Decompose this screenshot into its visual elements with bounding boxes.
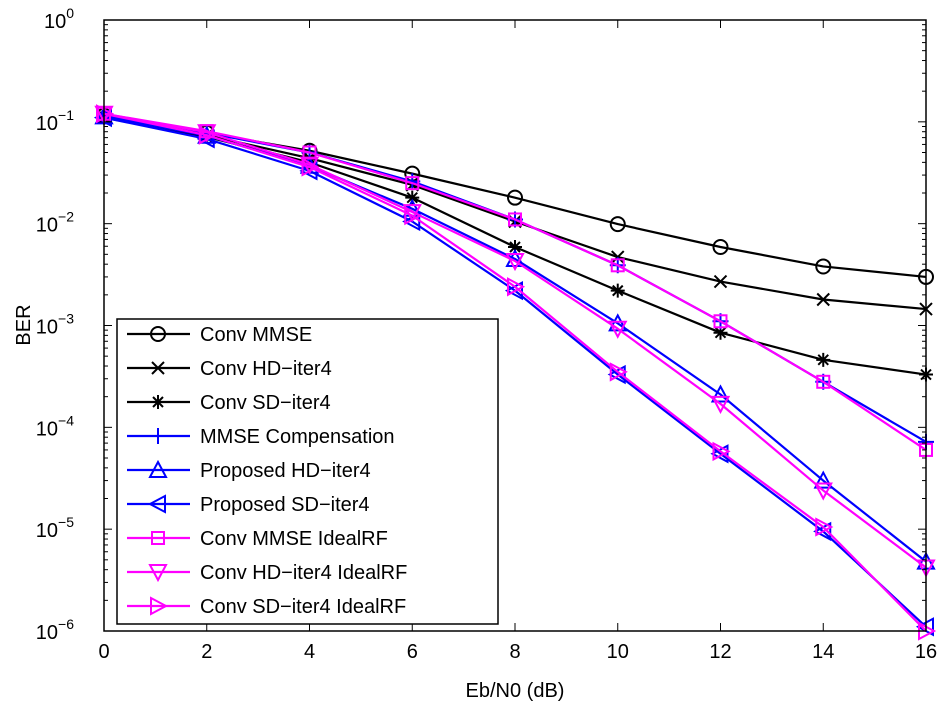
legend-item: Proposed HD−iter4: [127, 459, 371, 482]
series-line: [103, 112, 927, 569]
y-tick-exponent: −2: [58, 209, 74, 225]
data-point: [710, 395, 731, 414]
legend-marker: [147, 494, 166, 514]
data-point: [507, 277, 526, 297]
y-tick-base: 10: [36, 113, 58, 135]
legend-marker: [151, 531, 165, 545]
data-point: [507, 189, 523, 206]
x-tick-label: 8: [509, 641, 520, 663]
legend-label: MMSE Compensation: [200, 426, 395, 448]
data-point: [405, 190, 420, 205]
legend-label: Conv MMSE: [200, 324, 312, 346]
y-tick-exponent: 0: [66, 5, 74, 21]
legend-item: Conv SD−iter4 IdealRF: [127, 596, 406, 618]
y-tick-label: 10−6: [36, 616, 74, 644]
data-point: [710, 384, 731, 403]
y-tick-exponent: −1: [58, 107, 74, 123]
y-tick-base: 10: [36, 215, 58, 237]
data-point: [712, 239, 729, 256]
y-tick-base: 10: [36, 520, 58, 542]
data-point: [608, 320, 628, 339]
data-point: [508, 212, 522, 227]
y-tick-label: 10−1: [36, 107, 74, 135]
x-tick-label: 12: [709, 641, 731, 663]
x-tick-label: 4: [304, 641, 315, 663]
data-point: [816, 292, 830, 307]
legend-marker: [150, 596, 169, 616]
data-point: [713, 274, 728, 289]
data-point: [816, 352, 831, 367]
data-point: [609, 216, 626, 233]
legend-item: MMSE Compensation: [127, 426, 395, 448]
legend-marker: [148, 459, 168, 478]
data-point: [505, 252, 525, 272]
legend-label: Conv MMSE IdealRF: [200, 528, 388, 550]
data-point: [813, 482, 833, 501]
y-tick-exponent: −5: [58, 514, 74, 530]
x-tick-label: 14: [812, 641, 834, 663]
legend-item: Conv SD−iter4: [127, 392, 331, 414]
data-point: [712, 441, 731, 462]
y-tick-base: 10: [36, 418, 58, 440]
legend-label: Conv HD−iter4: [200, 358, 332, 380]
legend-marker: [151, 395, 165, 409]
x-axis-label: Eb/N0 (dB): [466, 680, 565, 702]
x-tick-label: 10: [607, 641, 629, 663]
legend-item: Conv MMSE: [127, 324, 312, 346]
legend-label: Conv SD−iter4 IdealRF: [200, 596, 406, 618]
y-tick-label: 100: [44, 5, 74, 33]
data-point: [813, 470, 833, 489]
data-point: [508, 240, 522, 255]
data-point: [816, 374, 831, 389]
y-tick-exponent: −4: [58, 412, 74, 428]
data-point: [610, 283, 625, 298]
legend-label: Conv HD−iter4 IdealRF: [200, 562, 407, 584]
y-tick-label: 10−5: [36, 514, 74, 542]
y-tick-exponent: −6: [58, 616, 74, 632]
data-point: [815, 517, 834, 537]
legend-marker: [150, 326, 166, 342]
y-tick-label: 10−2: [36, 209, 74, 237]
y-tick-base: 10: [36, 622, 58, 644]
legend: Conv MMSE Conv HD−iter4 Conv SD−iter4 MMSE …: [116, 318, 499, 625]
legend-item: Conv HD−iter4 IdealRF: [127, 562, 407, 584]
data-point: [609, 362, 628, 382]
data-point: [611, 250, 625, 264]
y-axis-label: BER: [13, 304, 35, 345]
y-tick-base: 10: [36, 317, 58, 339]
legend-marker: [151, 361, 165, 375]
x-tick-label: 16: [915, 641, 937, 663]
series-line: [103, 112, 927, 451]
y-tick-label: 10−4: [36, 412, 74, 440]
data-point: [713, 325, 728, 340]
y-tick-exponent: −3: [58, 311, 74, 327]
legend-label: Proposed SD−iter4: [200, 494, 370, 516]
x-tick-label: 2: [201, 641, 212, 663]
data-point: [198, 125, 217, 145]
x-tick-label: 6: [407, 641, 418, 663]
legend-item: Proposed SD−iter4: [127, 494, 370, 516]
data-point: [610, 258, 625, 273]
series-line: [103, 112, 927, 632]
legend-marker: [148, 564, 168, 583]
legend-label: Proposed HD−iter4: [200, 460, 371, 482]
legend-item: Conv MMSE IdealRF: [127, 528, 388, 550]
data-point: [713, 314, 728, 329]
x-tick-label: 0: [98, 641, 109, 663]
legend-item: Conv HD−iter4: [127, 358, 332, 380]
data-point: [815, 258, 832, 275]
legend-marker: [150, 428, 166, 444]
data-point: [404, 205, 423, 226]
data-point: [405, 176, 420, 191]
legend-box: [116, 318, 499, 625]
data-point: [608, 313, 628, 332]
series-layer: [93, 104, 937, 641]
y-tick-base: 10: [44, 11, 66, 33]
legend-label: Conv SD−iter4: [200, 392, 331, 414]
data-point: [301, 157, 320, 177]
y-tick-label: 10−3: [36, 311, 74, 339]
